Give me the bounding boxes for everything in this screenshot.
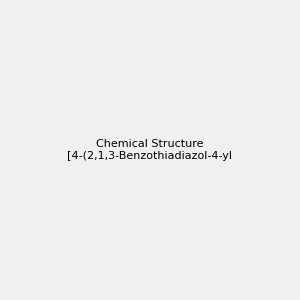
Text: Chemical Structure
[4-(2,1,3-Benzothiadiazol-4-yl: Chemical Structure [4-(2,1,3-Benzothiadi… bbox=[68, 139, 232, 161]
